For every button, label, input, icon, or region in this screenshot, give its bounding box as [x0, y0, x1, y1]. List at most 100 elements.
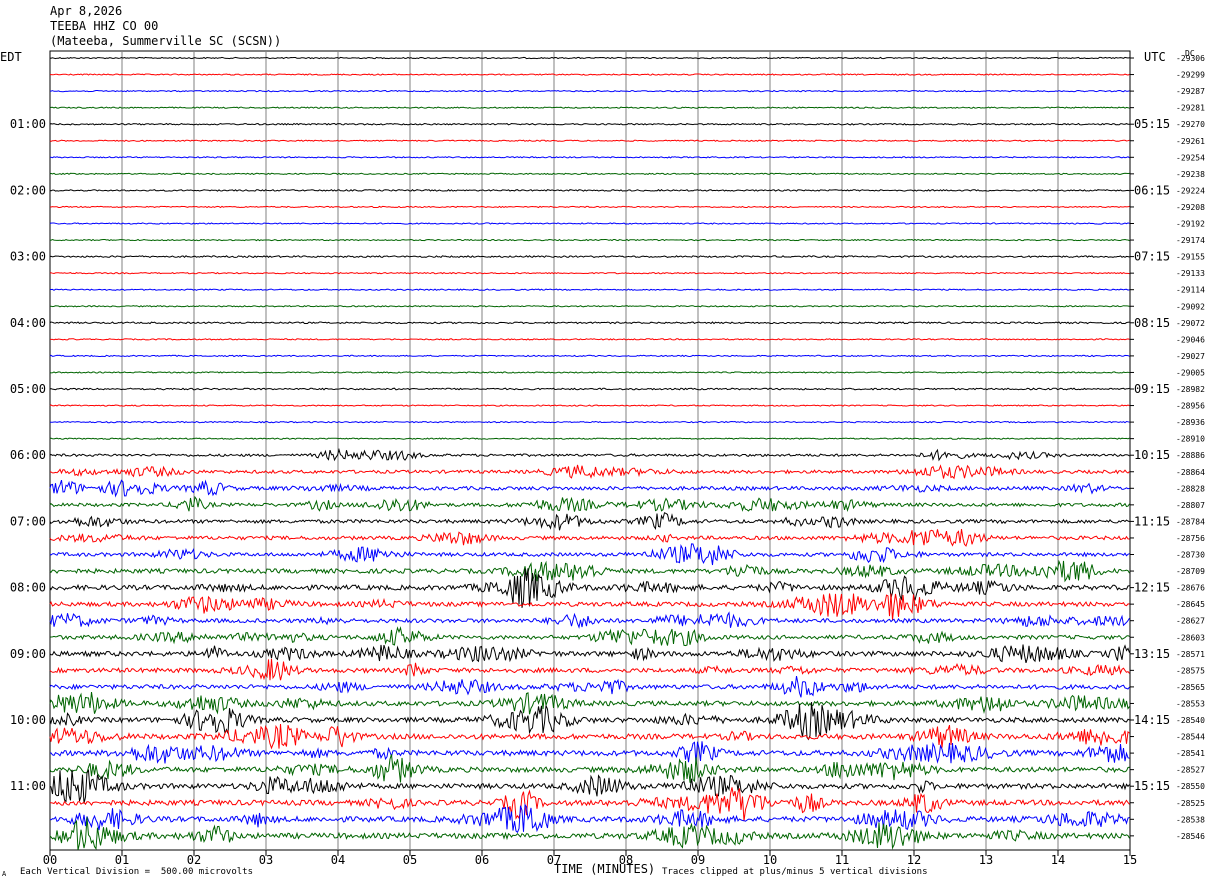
- dc-offset-label: -28544: [1176, 733, 1205, 742]
- left-hour-label: 02:00: [10, 183, 46, 197]
- dc-offset-label: -28645: [1176, 600, 1205, 609]
- x-axis-label: TIME (MINUTES): [554, 862, 656, 876]
- right-hour-label: 09:15: [1134, 382, 1170, 396]
- dc-offset-label: -28756: [1176, 534, 1205, 543]
- left-hour-label: 05:00: [10, 382, 46, 396]
- dc-offset-label: -29133: [1176, 269, 1205, 278]
- left-hour-label: 08:00: [10, 581, 46, 595]
- trace-line: [49, 817, 1130, 851]
- x-tick-label: 06: [475, 853, 489, 867]
- trace-line: [50, 89, 1130, 93]
- dc-offset-label: -28571: [1176, 650, 1205, 659]
- trace-line: [49, 255, 1130, 259]
- left-hour-label: 03:00: [10, 250, 46, 264]
- dc-offset-label: -28784: [1176, 517, 1205, 526]
- x-tick-label: 00: [43, 853, 57, 867]
- dc-offset-label: -28550: [1176, 782, 1205, 791]
- left-hour-label: 04:00: [10, 316, 46, 330]
- plot-frame: [49, 50, 1131, 851]
- dc-offset-label: -28828: [1176, 484, 1205, 493]
- dc-offset-label: -29287: [1176, 87, 1205, 96]
- trace-line: [49, 702, 1130, 741]
- trace-line: [49, 644, 1130, 664]
- header-station: TEEBA HHZ CO 00: [50, 19, 159, 33]
- x-tick-label: 01: [115, 853, 129, 867]
- x-tick-label: 04: [331, 853, 345, 867]
- trace-line: [49, 529, 1130, 547]
- right-hour-label: 08:15: [1134, 316, 1170, 330]
- dc-offset-label: -28910: [1176, 435, 1205, 444]
- trace-line: [49, 420, 1130, 424]
- left-hour-label: 10:00: [10, 713, 46, 727]
- dc-offset-label: -29208: [1176, 203, 1205, 212]
- left-hour-label: 06:00: [10, 448, 46, 462]
- dc-offset-label: -28603: [1176, 633, 1205, 642]
- clip-note: Traces clipped at plus/minus 5 vertical …: [662, 867, 928, 877]
- dc-offset-label: -29092: [1176, 302, 1205, 311]
- dc-offset-label: -29174: [1176, 236, 1205, 245]
- right-hour-label: 15:15: [1134, 779, 1170, 793]
- trace-line: [49, 189, 1130, 192]
- right-hour-label: 14:15: [1134, 713, 1170, 727]
- dc-offset-label: -28982: [1176, 385, 1205, 394]
- x-tick-label: 03: [259, 853, 273, 867]
- left-hour-label: 07:00: [10, 514, 46, 528]
- trace-line: [49, 769, 1130, 804]
- dc-offset-label: -28525: [1176, 799, 1205, 808]
- x-tick-label: 13: [979, 853, 993, 867]
- trace-line: [49, 288, 1130, 291]
- x-tick-label: 11: [835, 853, 849, 867]
- trace-line: [49, 156, 1130, 159]
- trace-line: [49, 568, 1130, 608]
- x-tick-label: 07: [547, 853, 561, 867]
- dc-offset-label: -28565: [1176, 683, 1205, 692]
- dc-offset-label: -29192: [1176, 220, 1205, 229]
- right-hour-label: 07:15: [1134, 250, 1170, 264]
- trace-line: [49, 754, 1130, 783]
- dc-offset-label: -29046: [1176, 335, 1205, 344]
- trace-line: [49, 692, 1130, 715]
- trace-line: [49, 238, 1130, 242]
- trace-line: [49, 437, 1130, 440]
- header-date: Apr 8,2026: [50, 4, 123, 18]
- dc-offset-label: -28627: [1176, 617, 1205, 626]
- x-tick-label: 10: [763, 853, 777, 867]
- trace-line: [49, 447, 1130, 462]
- dc-offset-label: -29299: [1176, 71, 1205, 80]
- trace-line: [49, 172, 1130, 176]
- trace-line: [49, 73, 1130, 76]
- right-hour-label: 10:15: [1134, 448, 1170, 462]
- dc-offset-label: -28575: [1176, 666, 1205, 675]
- trace-line: [49, 464, 1130, 480]
- trace-line: [49, 658, 1130, 681]
- dc-offset-label: -29270: [1176, 120, 1205, 129]
- trace-line: [49, 404, 1130, 407]
- trace-line: [49, 271, 1130, 275]
- right-hour-label: 11:15: [1134, 514, 1170, 528]
- trace-line: [49, 479, 1130, 498]
- trace-line: [49, 106, 1130, 109]
- trace-line: [50, 338, 1130, 341]
- dc-offset-label: -29306: [1176, 54, 1205, 63]
- trace-line: [49, 543, 1130, 566]
- trace-line: [49, 387, 1130, 391]
- trace-line: [49, 305, 1130, 308]
- x-tick-label: 15: [1123, 853, 1137, 867]
- left-hour-label: 09:00: [10, 647, 46, 661]
- x-tick-label: 05: [403, 853, 417, 867]
- x-tick-label: 12: [907, 853, 921, 867]
- trace-line: [49, 222, 1130, 225]
- dc-offset-label: -28676: [1176, 584, 1205, 593]
- trace-line: [50, 787, 1130, 822]
- dc-offset-label: -29238: [1176, 170, 1205, 179]
- dc-offset-label: -28553: [1176, 699, 1205, 708]
- dc-offset-label: -28527: [1176, 766, 1205, 775]
- dc-offset-label: -28956: [1176, 402, 1205, 411]
- dc-offset-label: -28540: [1176, 716, 1205, 725]
- trace-line: [49, 593, 1130, 621]
- trace-line: [49, 495, 1130, 512]
- dc-offset-label: -28541: [1176, 749, 1205, 758]
- trace-line: [49, 122, 1130, 126]
- right-hour-label: 13:15: [1134, 647, 1170, 661]
